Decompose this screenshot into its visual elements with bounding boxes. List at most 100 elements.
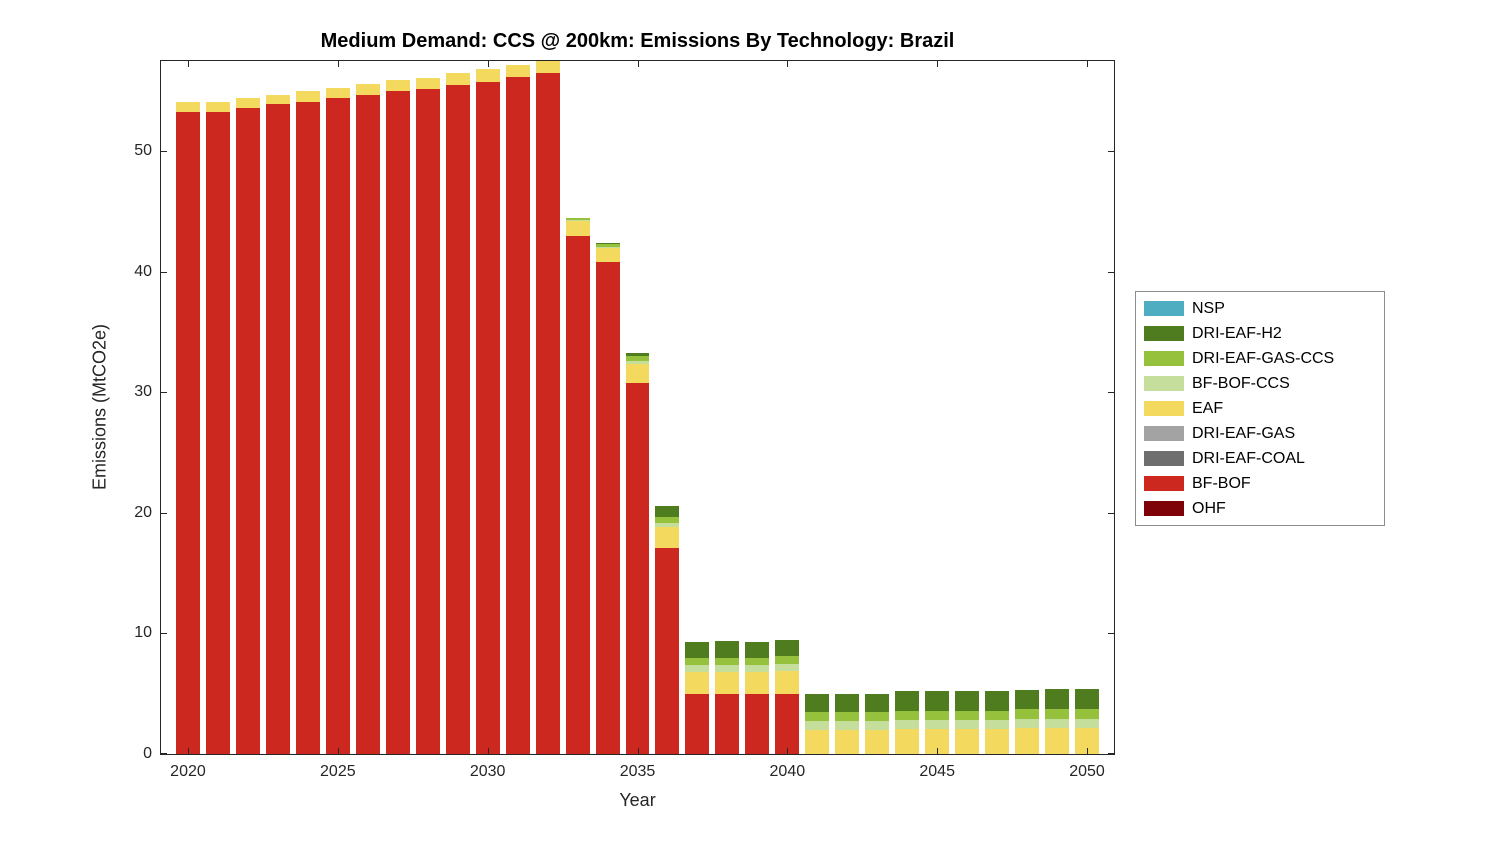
legend: NSP DRI-EAF-H2 DRI-EAF-GAS-CCS BF-BOF-CCS EA… [1135,291,1385,526]
bar-segment-eaf [415,77,440,89]
bar-segment-eaf [595,247,620,263]
legend-item-dri-eaf-h2: DRI-EAF-H2 [1136,321,1384,346]
y-axis-tick [1108,151,1114,153]
bar-segment-bf-bof-ccs [775,663,800,671]
legend-label: OHF [1192,499,1226,517]
bar-segment-dri-eaf-h2 [1075,688,1099,710]
bar-segment-eaf [685,672,710,694]
legend-swatch-dri-eaf-gas-ccs [1144,351,1184,366]
bar-segment-bf-bof-ccs [805,721,830,730]
bar-segment-bf-bof-ccs [1075,719,1099,728]
bar-segment-bf-bof [685,693,710,754]
bar-segment-eaf [895,728,920,754]
bar-segment-bf-bof [295,101,320,754]
bar-segment-eaf [325,87,350,99]
bar-segment-dri-eaf-gas-ccs [805,711,830,722]
bar-segment-eaf [805,729,830,754]
bar-segment-bf-bof-ccs [1045,719,1070,728]
bar-segment-dri-eaf-gas-ccs [775,656,800,664]
bar-segment-eaf [505,64,530,77]
bar-segment-dri-eaf-h2 [775,639,800,657]
bar-segment-eaf [775,670,800,694]
y-tick-label: 10 [134,624,152,642]
y-axis-tick [161,512,167,514]
bar-segment-bf-bof [175,111,200,754]
bar-segment-eaf [925,728,950,754]
legend-swatch-dri-eaf-h2 [1144,326,1184,341]
legend-label: BF-BOF-CCS [1192,374,1290,392]
x-axis-label: Year [619,790,656,810]
bar-segment-bf-bof-ccs [655,522,680,528]
x-tick-label: 2030 [469,763,506,780]
bar-segment-bf-bof-ccs [625,361,650,364]
bar-segment-bf-bof-ccs [745,664,770,673]
bar-segment-dri-eaf-gas-ccs [1015,709,1040,720]
bar-segment-eaf [265,94,290,105]
bar-segment-dri-eaf-gas-ccs [1045,709,1070,720]
bar-segment-dri-eaf-gas-ccs [595,244,620,247]
bar-segment-eaf [715,672,740,694]
y-axis-label: Emissions (MtCO2e) [89,323,110,491]
bar-segment-bf-bof-ccs [925,720,950,729]
x-axis-tick [1087,61,1089,67]
legend-label: DRI-EAF-H2 [1192,324,1282,342]
bar-segment-dri-eaf-h2 [835,693,860,712]
bar-segment-bf-bof [325,98,350,754]
x-tick-label: 2040 [769,763,806,780]
bar-segment-dri-eaf-gas-ccs [865,711,890,722]
bar-segment-eaf [1045,727,1070,754]
bar-segment-eaf [955,728,980,754]
bar-segment-eaf [745,672,770,694]
legend-label: DRI-EAF-GAS-CCS [1192,349,1335,367]
legend-swatch-ohf [1144,501,1184,516]
bar-segment-bf-bof [355,94,380,754]
plot-area [160,60,1115,755]
x-tick-label: 2050 [1069,763,1105,780]
bar-segment-bf-bof [235,108,260,754]
bar-segment-bf-bof-ccs [595,246,620,248]
bar-segment-bf-bof [475,81,500,754]
legend-swatch-nsp [1144,301,1184,316]
chart-title: Medium Demand: CCS @ 200km: Emissions By… [320,30,955,52]
bar-segment-eaf [1015,727,1040,754]
bar-segment-dri-eaf-h2 [805,693,830,712]
bar-segment-bf-bof [445,85,470,754]
x-tick-label: 2045 [919,763,955,780]
bar-segment-bf-bof [775,693,800,754]
bar-segment-bf-bof [655,547,680,754]
bar-segment-eaf [175,101,200,112]
bar-segment-bf-bof-ccs [1015,719,1040,728]
x-axis-tick [337,748,339,754]
bar-segment-bf-bof [535,73,560,754]
legend-label: DRI-EAF-COAL [1192,449,1305,467]
y-tick-label: 20 [134,503,152,521]
bar-segment-eaf [535,61,560,74]
bar-segment-bf-bof [595,262,620,754]
bar-segment-dri-eaf-h2 [625,352,650,357]
bar-segment-dri-eaf-h2 [715,640,740,658]
y-axis-tick [1108,633,1114,635]
bar-segment-eaf [235,98,260,109]
bar-segment-bf-bof-ccs [685,664,710,673]
bar-segment-dri-eaf-h2 [655,505,680,517]
bar-segment-dri-eaf-h2 [865,693,890,712]
bar-segment-eaf [475,69,500,82]
y-tick-label: 40 [134,262,152,280]
bar-segment-bf-bof-ccs [715,664,740,673]
legend-swatch-bf-bof [1144,476,1184,491]
bar-segment-dri-eaf-h2 [1045,688,1070,710]
bar-segment-bf-bof-ccs [895,720,920,729]
bar-segment-eaf [625,363,650,383]
y-axis-tick [161,151,167,153]
legend-item-ohf: OHF [1136,496,1384,521]
legend-item-bf-bof-ccs: BF-BOF-CCS [1136,371,1384,396]
bar-segment-dri-eaf-gas-ccs [715,657,740,665]
bar-segment-eaf [835,729,860,754]
x-axis-tick [787,748,789,754]
bar-segment-dri-eaf-gas-ccs [655,516,680,523]
bar-segment-dri-eaf-gas-ccs [565,217,590,221]
bar-segment-dri-eaf-h2 [685,641,710,658]
bar-segment-dri-eaf-gas-ccs [895,710,920,721]
x-tick-label: 2035 [619,763,656,780]
